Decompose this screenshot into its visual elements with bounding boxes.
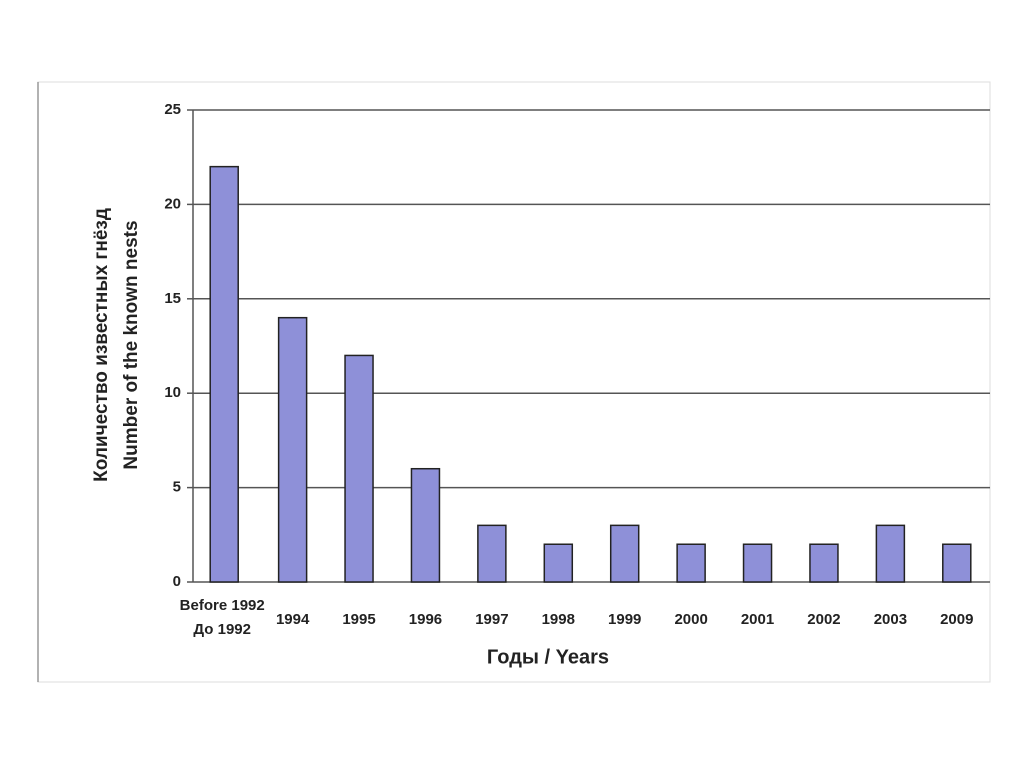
bar	[410, 467, 441, 583]
bar	[209, 165, 239, 583]
bar	[942, 543, 972, 583]
y-axis-label: Number of the known nests	[121, 220, 142, 469]
x-tick-label: 2000	[674, 611, 707, 628]
x-tick-label: Before 1992 До 1992	[180, 597, 265, 638]
x-tick-label: 2002	[807, 611, 840, 628]
bar	[277, 316, 308, 583]
bar	[809, 543, 839, 583]
bar	[742, 543, 773, 583]
bar	[676, 543, 706, 583]
chart-panel	[37, 81, 991, 683]
x-tick-label: 1994	[276, 611, 310, 628]
bar	[477, 524, 507, 583]
x-tick-label: 1999	[608, 611, 641, 628]
x-tick-label: 2003	[874, 611, 907, 628]
bar	[875, 524, 906, 583]
y-tick-label: 10	[164, 384, 181, 401]
y-tick-label: 20	[164, 195, 181, 212]
x-axis-label: Годы / Years	[487, 646, 609, 668]
x-tick-label: 1995	[342, 611, 375, 628]
y-tick-label: 0	[173, 573, 181, 590]
y-tick-label: 5	[173, 479, 181, 496]
x-tick-label: 1997	[475, 611, 508, 628]
x-tick-label: 1996	[409, 611, 442, 628]
y-axis-label: Количество известных гнёзд	[91, 208, 112, 482]
bar	[543, 543, 574, 583]
x-tick-label: 1998	[542, 611, 575, 628]
x-tick-label: 2001	[741, 611, 774, 628]
bar	[344, 354, 374, 583]
x-tick-label: 2009	[940, 611, 973, 628]
bar	[609, 524, 640, 583]
y-tick-label: 15	[164, 290, 181, 307]
y-tick-label: 25	[164, 101, 181, 118]
